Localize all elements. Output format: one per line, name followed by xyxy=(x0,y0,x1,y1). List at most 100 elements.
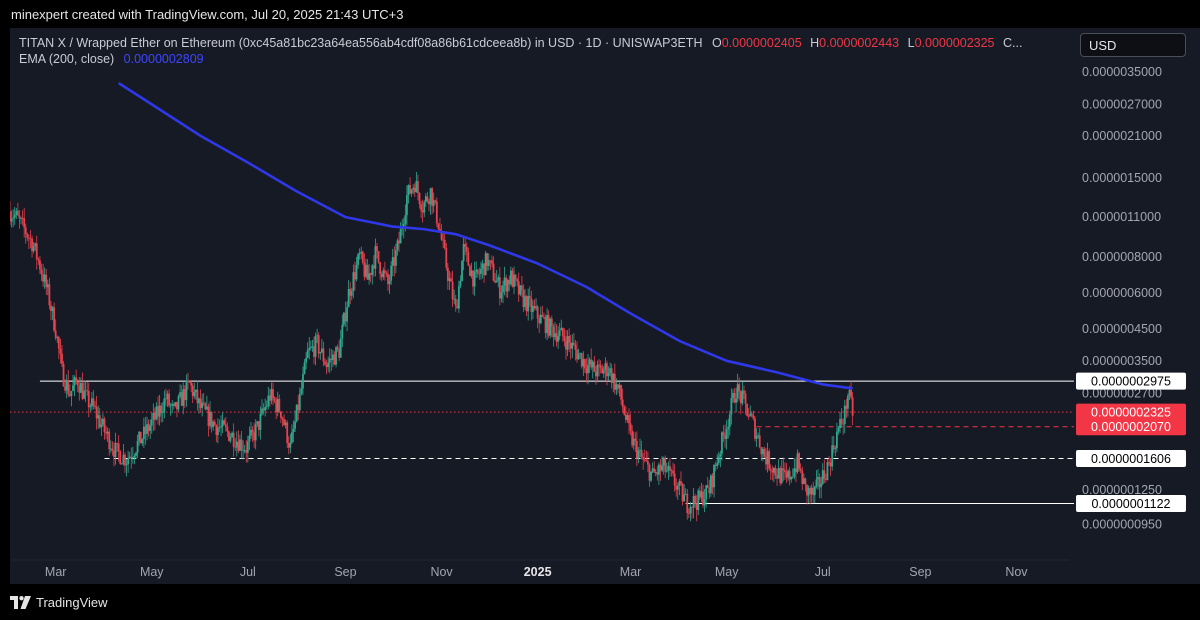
candle-body xyxy=(201,402,204,409)
candle xyxy=(102,413,104,427)
candle-body xyxy=(766,451,769,465)
candle xyxy=(711,473,714,495)
candle xyxy=(98,407,101,429)
candle-body xyxy=(139,431,142,444)
candle-body xyxy=(497,277,500,281)
candle xyxy=(676,482,679,500)
candle xyxy=(747,408,750,420)
candle-body xyxy=(483,263,485,276)
candle-body xyxy=(705,485,708,500)
price-badge: 0.0000002325 xyxy=(1076,403,1186,421)
candle xyxy=(89,403,92,412)
candle-body xyxy=(596,364,599,377)
candle-body xyxy=(291,432,293,443)
candle xyxy=(366,259,369,280)
candle-body xyxy=(431,188,434,206)
candle xyxy=(128,452,131,460)
candle xyxy=(113,442,115,467)
candle xyxy=(418,191,421,209)
price-chart[interactable]: 0.0000035000 0.0000027000 0.0000021000 0.00… xyxy=(10,28,1200,584)
candle-body xyxy=(648,464,651,481)
candle xyxy=(620,384,623,405)
candle xyxy=(709,474,712,497)
candle xyxy=(721,431,723,461)
candle-body xyxy=(357,254,359,265)
candle xyxy=(268,388,271,407)
candle xyxy=(91,392,93,411)
x-tick-label: May xyxy=(140,565,164,579)
candle xyxy=(769,464,772,480)
candle xyxy=(235,431,238,457)
candle-body xyxy=(228,431,230,441)
candle xyxy=(262,403,265,415)
candle xyxy=(547,310,550,339)
candle-body xyxy=(442,239,445,241)
candle xyxy=(127,450,130,473)
candle xyxy=(480,261,482,280)
candle-body xyxy=(843,405,846,424)
candle xyxy=(10,201,11,225)
candle xyxy=(722,425,725,442)
tradingview-logo[interactable]: TradingView xyxy=(10,595,108,610)
candle xyxy=(391,248,394,277)
candle xyxy=(779,465,782,486)
candle xyxy=(595,365,597,385)
candle xyxy=(265,400,268,410)
candle xyxy=(606,360,608,386)
candle-body xyxy=(105,432,107,434)
candle-body xyxy=(402,223,405,228)
candle-body xyxy=(784,470,786,473)
candle-body xyxy=(651,468,654,472)
candle xyxy=(495,270,498,283)
candle-body xyxy=(421,210,424,213)
candle-body xyxy=(453,298,456,300)
candle-body xyxy=(546,315,548,334)
candle-body xyxy=(275,400,278,412)
candle-body xyxy=(280,411,282,418)
candle-body xyxy=(568,336,571,343)
candle-body xyxy=(606,363,608,377)
candle-body xyxy=(539,314,542,324)
candle-body xyxy=(809,487,812,495)
candle xyxy=(251,426,254,442)
candle-body xyxy=(284,422,287,426)
candle-body xyxy=(558,330,561,337)
chart-panel xyxy=(10,28,1200,584)
candle xyxy=(324,358,326,366)
currency-button[interactable]: USD xyxy=(1080,33,1186,57)
symbol-title[interactable]: TITAN X / Wrapped Ether on Ethereum (0xc… xyxy=(19,36,703,50)
candle-body xyxy=(207,406,210,426)
candle xyxy=(654,469,657,477)
ema-label[interactable]: EMA (200, close) xyxy=(19,52,115,66)
candle-body xyxy=(544,317,547,334)
candle-body xyxy=(675,485,678,490)
candle xyxy=(522,284,525,313)
candle xyxy=(491,255,493,268)
candle-body xyxy=(735,398,737,403)
candle xyxy=(75,369,78,385)
candle xyxy=(289,433,292,454)
candle-body xyxy=(281,417,284,420)
candle-body xyxy=(272,389,274,398)
candle-body xyxy=(612,373,615,383)
candle-body xyxy=(445,248,448,268)
candle xyxy=(784,462,786,480)
candle-body xyxy=(724,435,726,439)
candle xyxy=(572,332,575,346)
candle-body xyxy=(462,244,465,262)
candle-body xyxy=(653,468,656,473)
candle-body xyxy=(692,495,695,508)
candle xyxy=(565,330,567,360)
candle-body xyxy=(187,380,189,382)
candle xyxy=(23,207,26,238)
candle-body xyxy=(834,448,837,450)
candle xyxy=(319,351,322,360)
candle-body xyxy=(791,476,794,478)
candle-body xyxy=(152,412,155,420)
candle xyxy=(528,286,531,307)
candle-body xyxy=(232,432,235,447)
candle xyxy=(217,418,219,444)
candle-body xyxy=(254,424,257,441)
candle xyxy=(532,300,534,320)
candle xyxy=(347,280,350,308)
